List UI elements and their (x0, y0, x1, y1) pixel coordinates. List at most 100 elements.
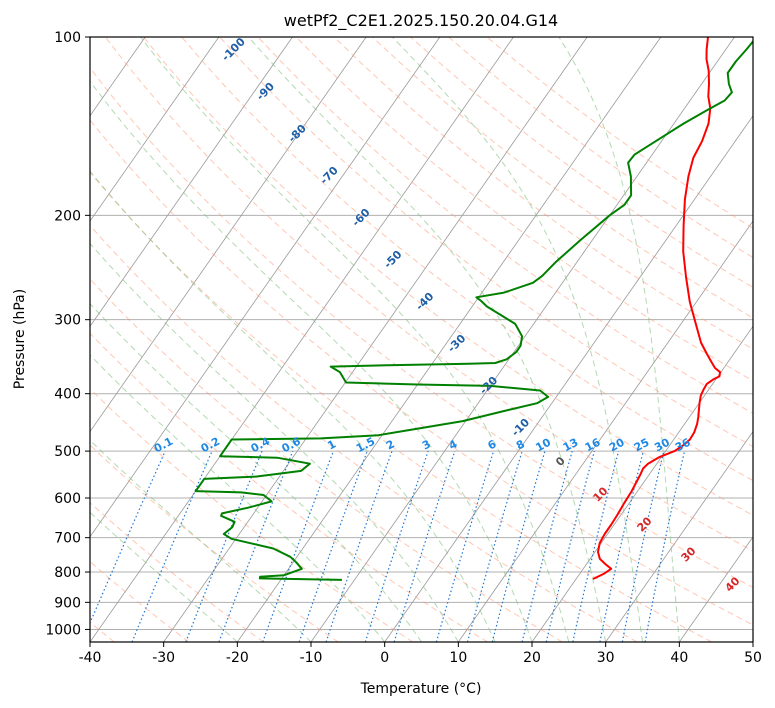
dry-adiabat-label: -50 (381, 248, 404, 271)
dry-adiabat-line (90, 224, 638, 642)
mixing-ratio-label: 20 (607, 436, 627, 455)
dry-adiabat-line (90, 444, 339, 642)
dry-adiabat-label: -40 (413, 290, 436, 313)
dry-adiabat-line (90, 278, 563, 642)
dewpoint-profile (194, 39, 753, 581)
mixing-ratio-line (298, 450, 368, 642)
x-tick-label: -40 (79, 650, 102, 666)
mixing-ratio-label: 36 (673, 436, 693, 455)
dry-adiabat-line (257, 37, 753, 414)
y-tick-label: 600 (54, 491, 81, 507)
y-tick-label: 300 (54, 313, 81, 329)
dry-adiabat-line (90, 67, 753, 588)
x-tick-label: 30 (597, 650, 615, 666)
y-tick-label: 1000 (45, 622, 81, 638)
y-tick-label: 100 (54, 30, 81, 46)
mixing-ratio-line (393, 450, 456, 642)
moist-adiabat-line (392, 37, 643, 642)
mixing-ratio-label: 16 (583, 436, 603, 455)
isotherm-line (90, 37, 293, 327)
mixing-ratio-line (644, 450, 686, 642)
mixing-ratio-label: 0.4 (249, 435, 273, 456)
dry-adiabat-label: 30 (679, 544, 699, 564)
isotherm-line (237, 37, 662, 642)
isotherm-line (679, 536, 753, 642)
dry-adiabat-line (90, 119, 753, 626)
isotherm-line (90, 37, 367, 433)
y-tick-label: 900 (54, 595, 81, 611)
mixing-ratio-line (572, 450, 620, 642)
mixing-ratio-line (435, 450, 495, 642)
isotherm-line (0, 37, 72, 642)
y-tick-label: 800 (54, 565, 81, 581)
mixing-ratio-line (262, 450, 334, 642)
dry-adiabat-line (410, 37, 753, 289)
dry-adiabat-line (90, 388, 414, 642)
dry-adiabat-line (90, 560, 190, 642)
y-axis-label: Pressure (hPa) (12, 289, 28, 389)
dry-adiabat-label: -80 (286, 122, 309, 145)
dry-adiabat-line (143, 37, 753, 516)
y-tick-label: 200 (54, 208, 81, 224)
isotherm-line (384, 115, 753, 642)
moist-adiabat-line (140, 37, 570, 642)
mixing-ratio-label: 2 (384, 437, 397, 452)
mixing-ratio-label: 0.6 (280, 435, 304, 456)
background-lines (0, 37, 753, 642)
isotherm-line (90, 37, 441, 538)
mixing-ratio-line (364, 450, 429, 642)
x-tick-label: -10 (300, 650, 323, 666)
dry-adiabat-line (295, 37, 753, 382)
line-labels: 0.1 0.2 0.4 0.6 1 1.5 2 3 4 6 8 10 13 16 20 25 30 36-100-… (152, 35, 743, 595)
dry-adiabat-line (333, 37, 753, 350)
y-tick-label: 400 (54, 387, 81, 403)
axes: -40 -30 -20 -10 0 10 20 30 40 5010020030040050060… (45, 30, 762, 666)
mixing-ratio-label: 30 (652, 436, 672, 455)
x-tick-label: 40 (670, 650, 688, 666)
chart-title: wetPf2_C2E1.2025.150.20.04.G14 (284, 11, 558, 31)
moist-adiabat-line (90, 511, 238, 642)
isotherm-line (90, 37, 220, 222)
isotherm-line (531, 325, 753, 642)
dry-adiabat-line (486, 37, 753, 229)
mixing-ratio-label: 1 (325, 437, 338, 452)
mixing-ratio-line (218, 450, 294, 642)
x-tick-label: 50 (744, 650, 762, 666)
dry-adiabat-label: 40 (723, 574, 743, 594)
dry-adiabat-label: 10 (591, 484, 611, 504)
y-tick-label: 700 (54, 531, 81, 547)
x-tick-label: 10 (449, 650, 467, 666)
mixing-ratio-line (325, 450, 393, 642)
moist-adiabat-line (90, 354, 386, 642)
isotherm-line (752, 641, 753, 642)
mixing-ratio-line (466, 450, 523, 642)
plot-frame (89, 36, 754, 643)
dry-adiabat-line (90, 171, 712, 642)
dry-adiabat-label: -30 (445, 332, 468, 355)
mixing-ratio-label: 25 (632, 436, 652, 455)
x-tick-label: 0 (380, 650, 389, 666)
isotherm-line (605, 430, 753, 642)
dry-adiabat-label: 20 (635, 514, 655, 534)
y-tick-label: 500 (54, 444, 81, 460)
x-axis-label: Temperature (°C) (360, 681, 482, 697)
mixing-ratio-line (521, 450, 573, 642)
isotherm-line (163, 37, 588, 642)
mixing-ratio-line (90, 450, 166, 625)
x-tick-label: 20 (523, 650, 541, 666)
moist-adiabat-line (90, 242, 459, 642)
mixing-ratio-label: 8 (514, 437, 527, 452)
x-tick-label: -30 (152, 650, 175, 666)
moist-adiabat-line (90, 439, 312, 642)
isotherm-line (458, 220, 753, 642)
mixing-ratio-label: 13 (561, 436, 581, 455)
mixing-ratio-label: 1.5 (354, 435, 377, 456)
mixing-ratio-label: 3 (420, 437, 433, 452)
isotherm-line (90, 37, 514, 642)
isotherm-line (310, 37, 735, 642)
mixing-ratio-line (131, 450, 213, 642)
moist-adiabat-line (90, 170, 496, 642)
dry-adiabat-line (219, 37, 753, 448)
mixing-ratio-label: 6 (486, 437, 499, 452)
